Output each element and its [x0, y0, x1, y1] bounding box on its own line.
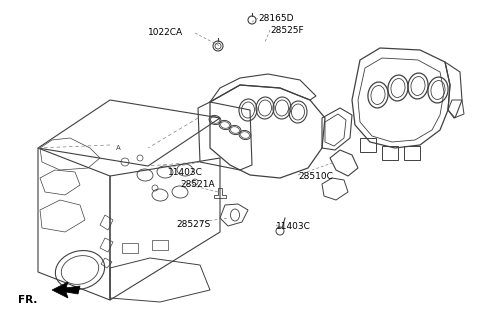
Text: 28525F: 28525F — [270, 26, 304, 35]
Text: FR.: FR. — [18, 295, 37, 305]
Text: 11403C: 11403C — [276, 222, 311, 231]
Text: 28527S: 28527S — [176, 220, 210, 229]
Text: 28521A: 28521A — [180, 180, 215, 189]
Text: 28510C: 28510C — [298, 172, 333, 181]
Text: 28165D: 28165D — [258, 14, 293, 23]
Polygon shape — [52, 282, 80, 298]
Text: 11403C: 11403C — [168, 168, 203, 177]
Text: A: A — [116, 145, 120, 151]
Text: 1022CA: 1022CA — [148, 28, 183, 37]
